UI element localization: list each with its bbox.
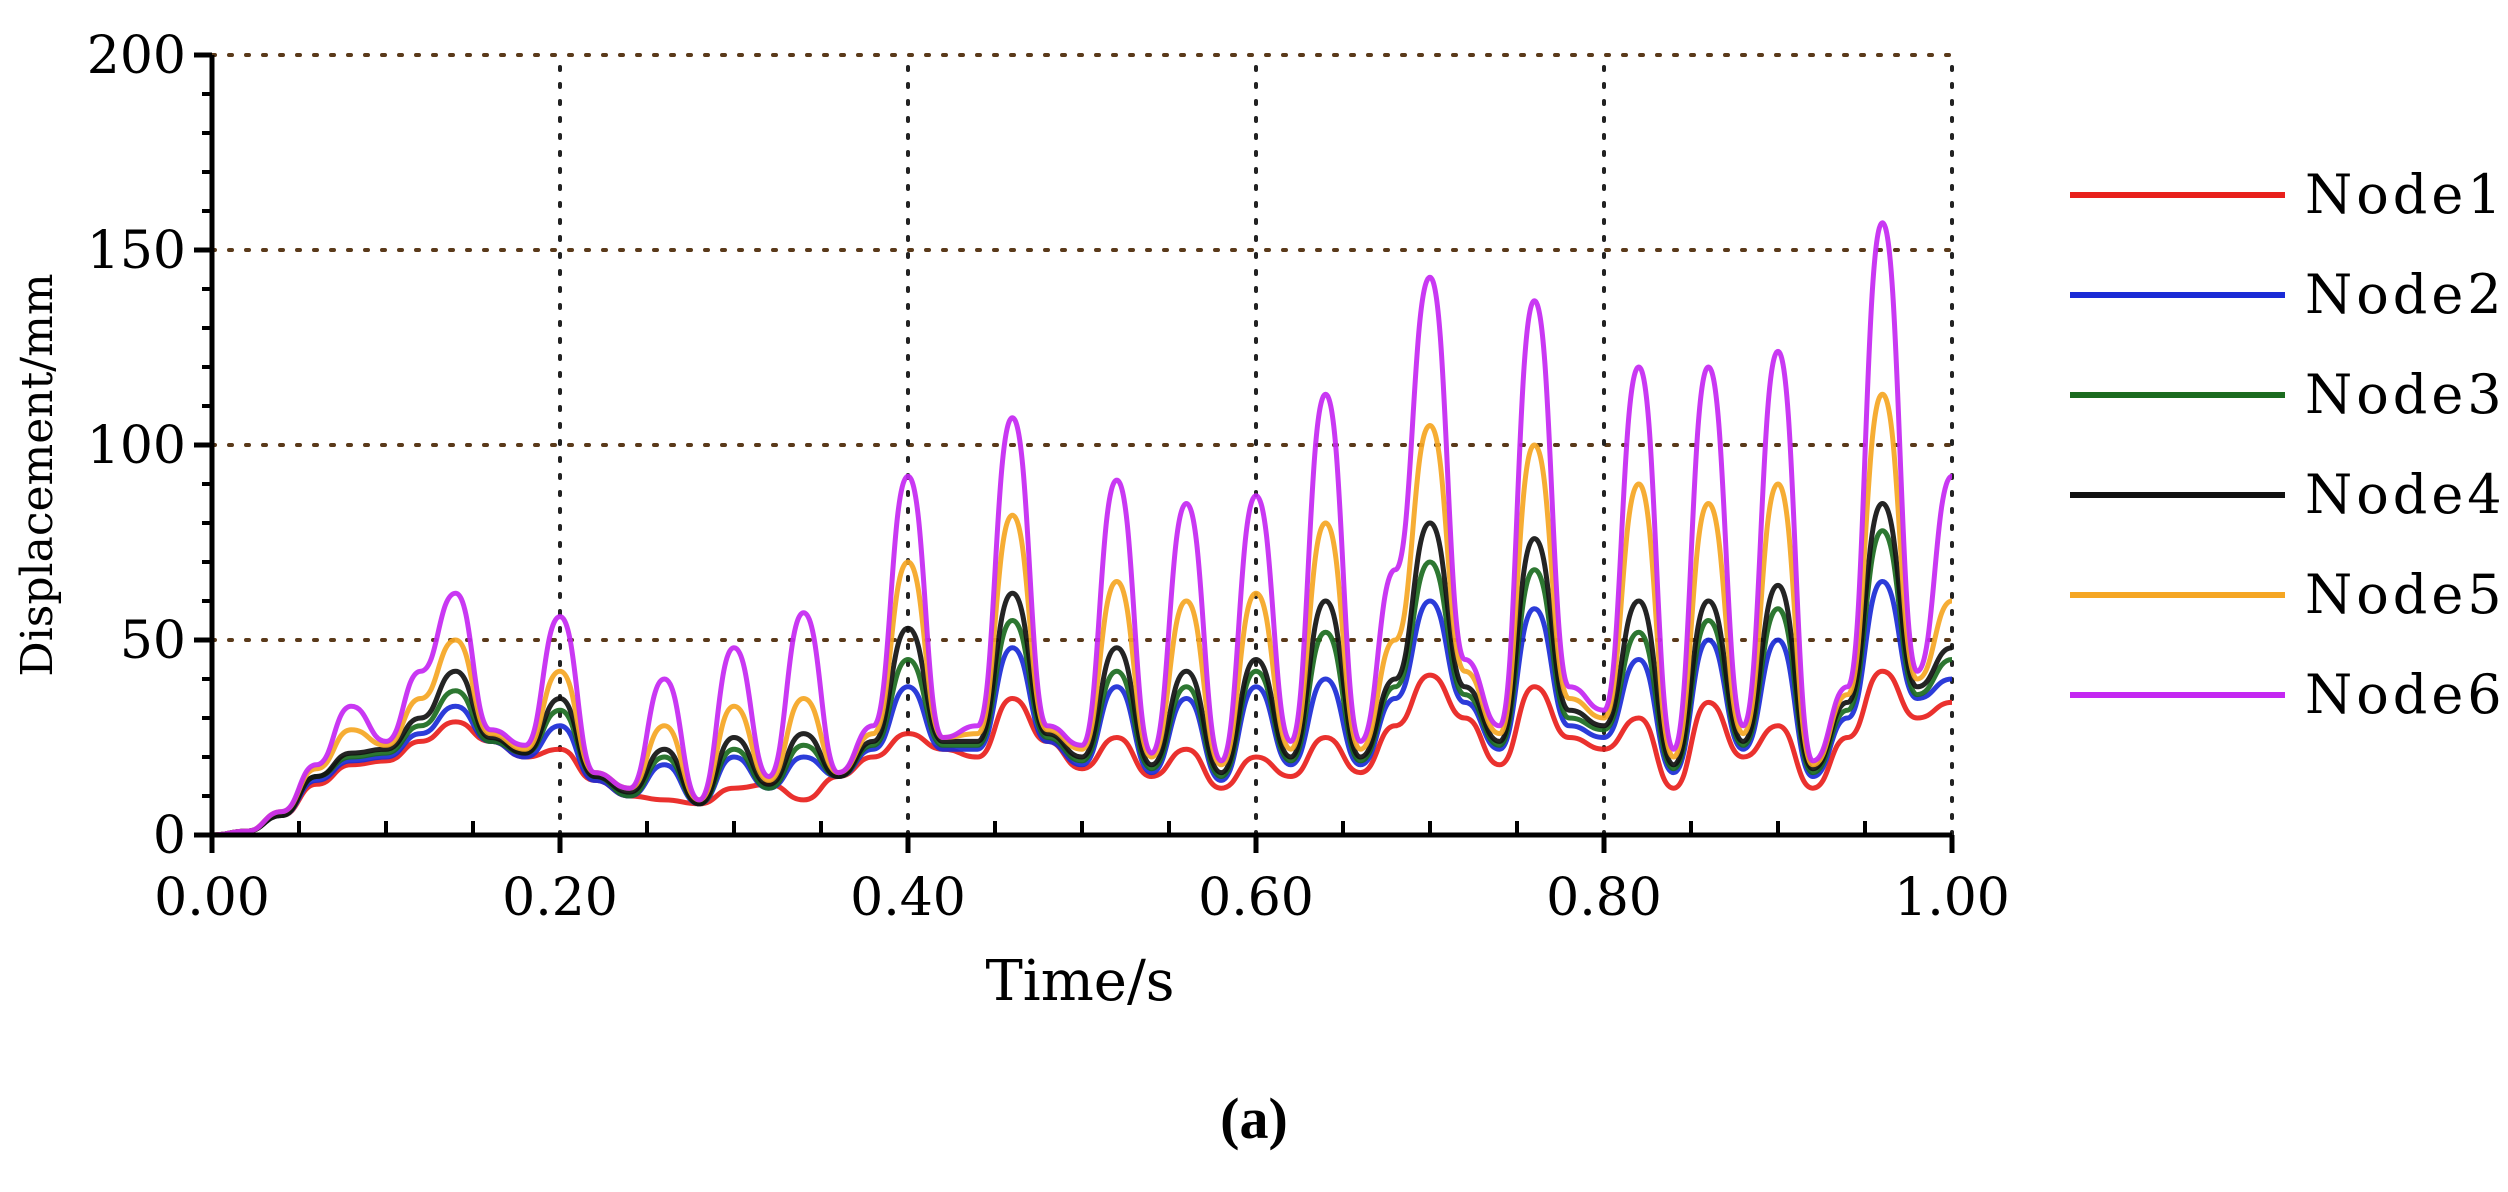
panel-label: (a) — [1220, 1086, 1288, 1151]
x-tick-label-4: 0.80 — [1546, 868, 1662, 928]
legend-label-node6: Node6 — [2305, 663, 2506, 726]
axes — [194, 52, 1955, 853]
y-tick-label-1: 50 — [120, 611, 186, 671]
series-lines — [211, 220, 1954, 838]
legend-label-node5: Node5 — [2305, 563, 2506, 626]
series-line-node4 — [211, 501, 1953, 838]
x-axis-label: Time/s — [985, 949, 1174, 1014]
series-line-node3 — [211, 528, 1953, 838]
legend-label-node4: Node4 — [2305, 463, 2506, 526]
series-line-node6 — [211, 220, 1954, 838]
legend-label-node2: Node2 — [2305, 263, 2506, 326]
y-tick-label-3: 150 — [87, 221, 186, 281]
y-axis-label: Displacement/mm — [12, 273, 63, 676]
y-tick-label-2: 100 — [87, 416, 186, 476]
legend-label-node3: Node3 — [2305, 363, 2506, 426]
x-tick-label-1: 0.20 — [502, 868, 618, 928]
y-tick-label-4: 200 — [87, 26, 186, 86]
tick-labels: 0 50 100 150 200 0.00 0.20 0.40 0.60 0.80 1.00 — [87, 26, 2010, 928]
x-tick-label-3: 0.60 — [1198, 868, 1314, 928]
x-tick-label-0: 0.00 — [154, 868, 270, 928]
y-tick-label-0: 0 — [153, 806, 186, 866]
x-tick-label-5: 1.00 — [1894, 868, 2010, 928]
legend: Node1 Node2 Node3 Node4 Node5 Node6 — [2070, 163, 2506, 726]
legend-label-node1: Node1 — [2305, 163, 2506, 226]
x-tick-label-2: 0.40 — [850, 868, 966, 928]
